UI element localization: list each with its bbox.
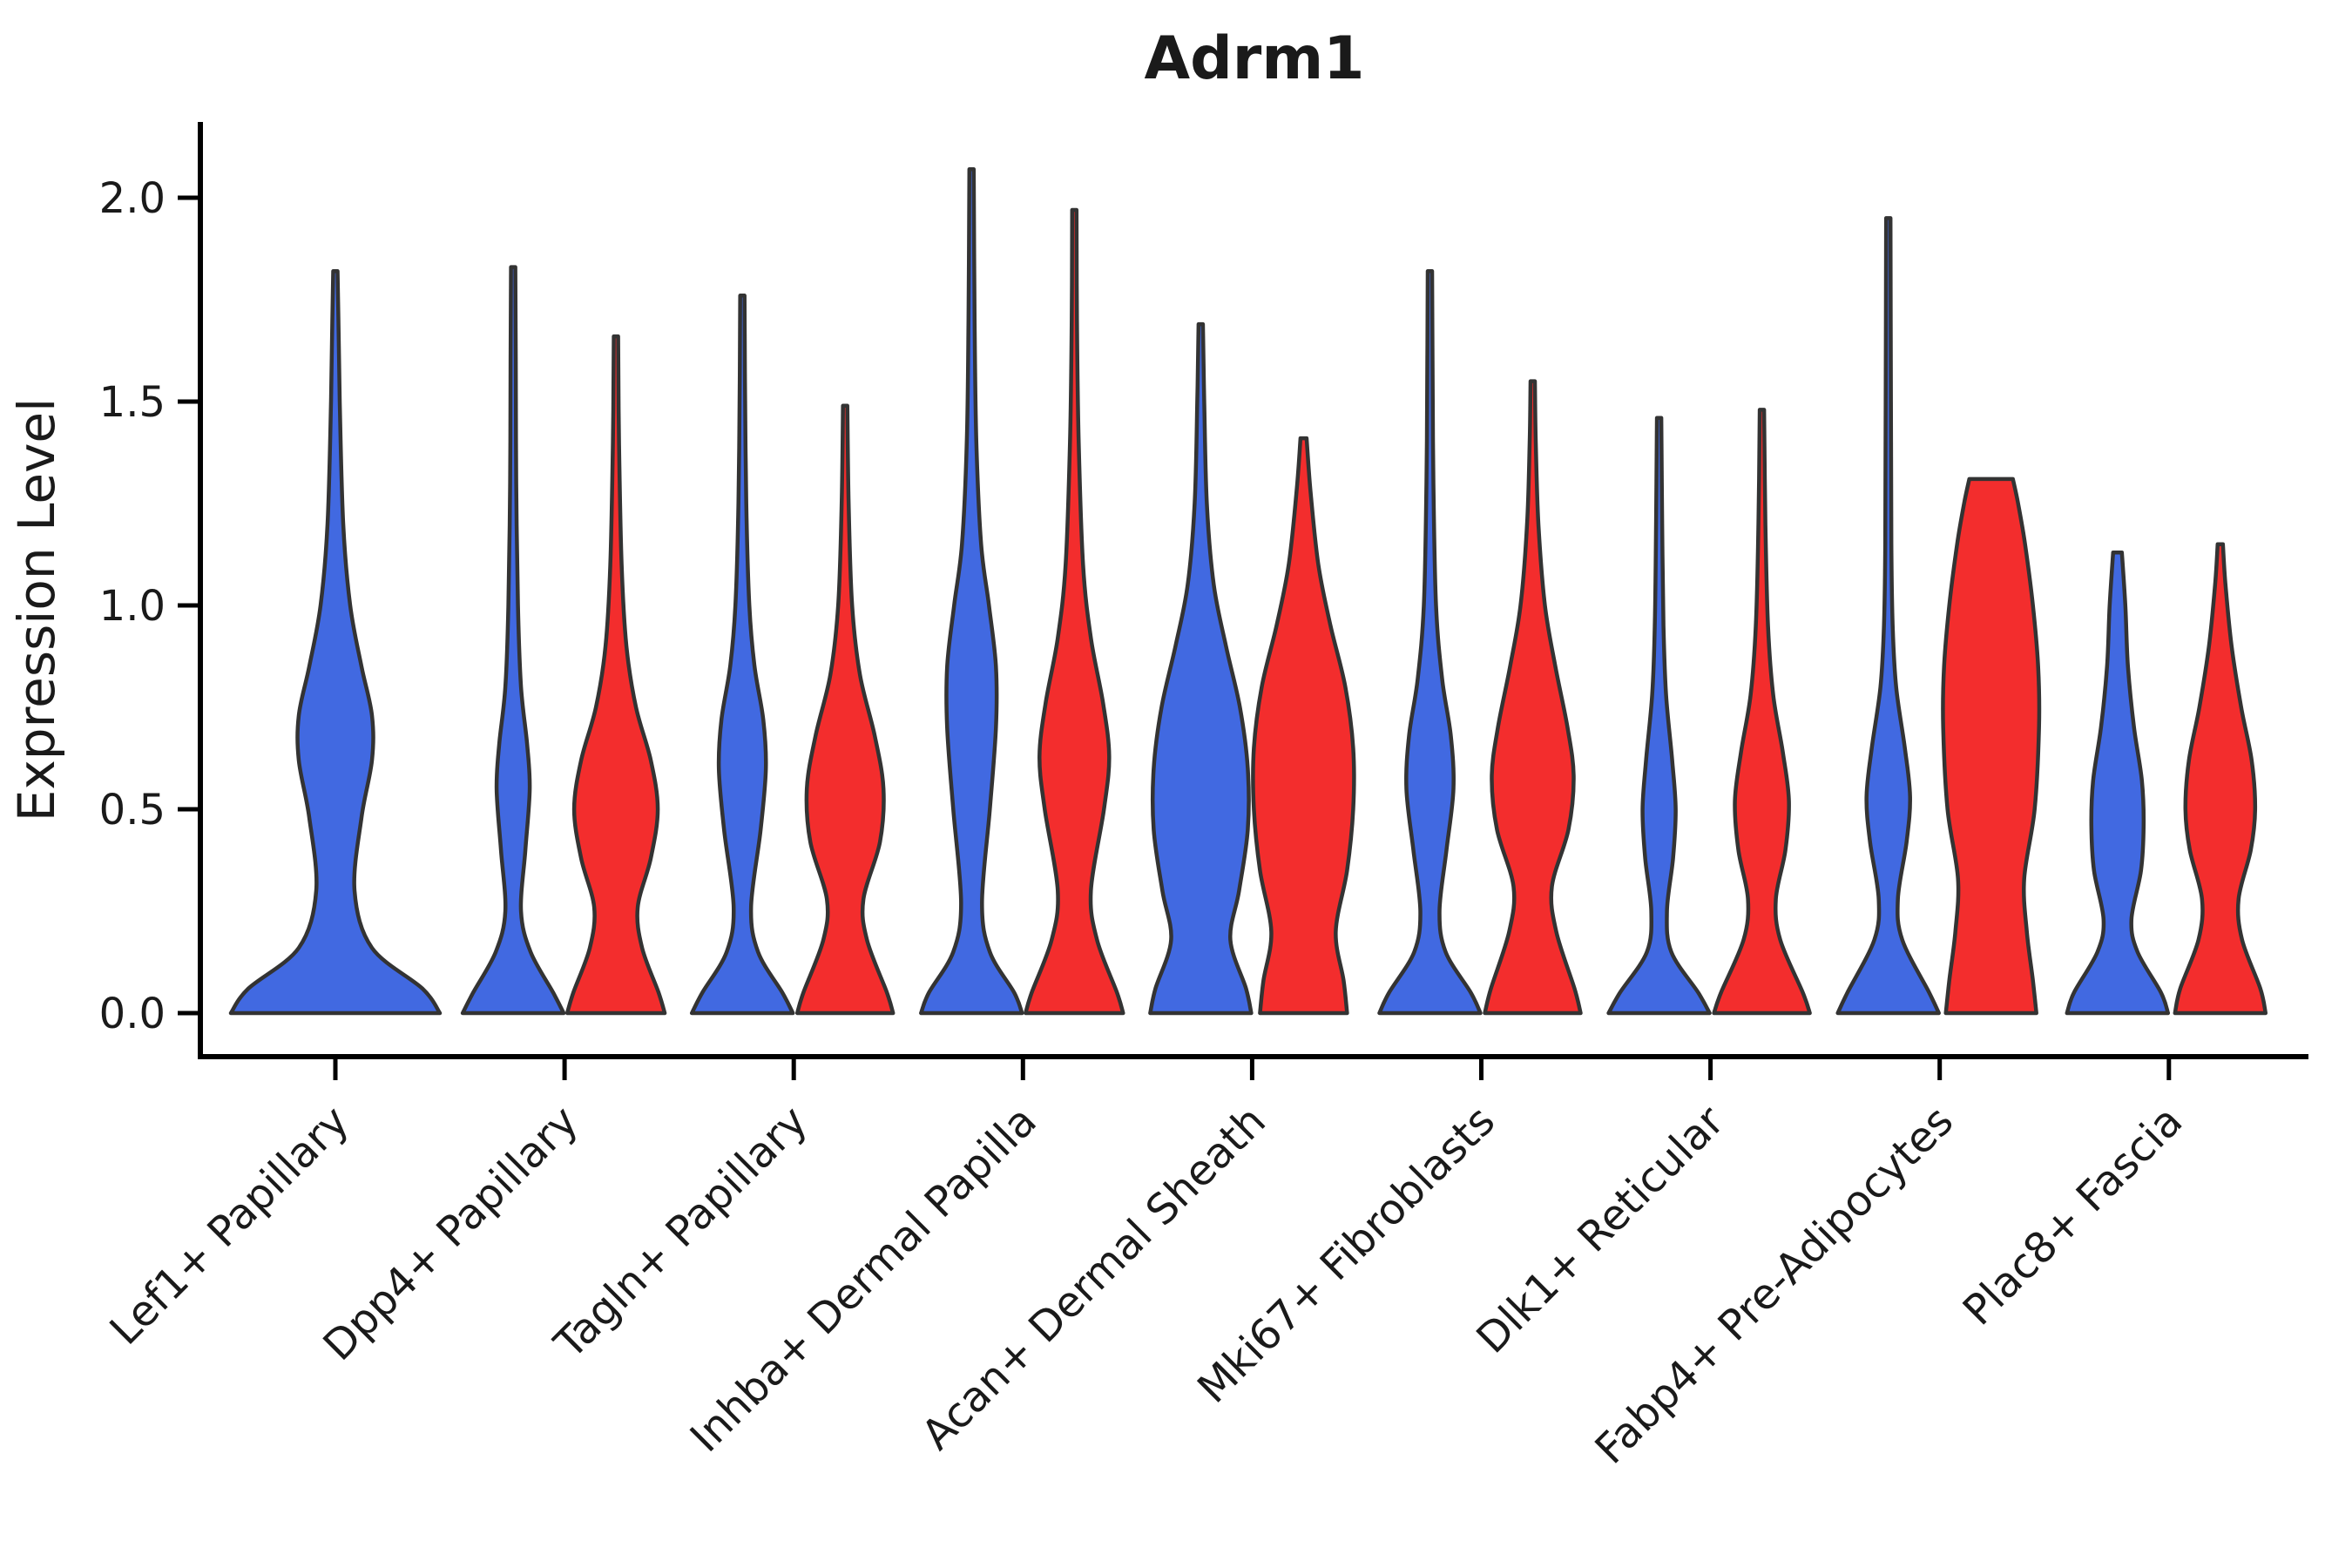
violin-plac8-fascia-red [2173, 542, 2268, 1016]
violin-dpp4-papillary-blue [460, 265, 566, 1016]
violin-mki67-fibroblasts-red [1483, 379, 1583, 1016]
x-tick-label-dpp4-papillary: Dpp4+ Papillary [314, 1097, 588, 1370]
violin-dlk1-reticular-red [1712, 408, 1812, 1016]
violins-layer [228, 166, 2268, 1016]
x-tick-label-dlk1-reticular: Dlk1+ Reticular [1467, 1097, 1734, 1363]
violin-acan-dermal-sheath-red [1251, 436, 1356, 1016]
violin-lef1-papillary-blue [228, 268, 443, 1016]
violin-dpp4-papillary-red [564, 334, 667, 1016]
violin-dlk1-reticular-blue [1606, 416, 1712, 1016]
y-tick-label: 2.0 [99, 174, 166, 223]
y-tick-label: 0.0 [99, 990, 166, 1038]
violin-inhba-dermal-papilla-blue [919, 166, 1024, 1016]
violin-mki67-fibroblasts-blue [1377, 268, 1483, 1016]
y-tick-label: 1.0 [99, 582, 166, 631]
violin-fabp4-pre-adipocytes-blue [1835, 216, 1941, 1016]
violin-acan-dermal-sheath-blue [1148, 321, 1254, 1016]
x-tick-label-tagln-papillary: Tagln+ Papillary [544, 1097, 816, 1369]
violin-plac8-fascia-blue [2065, 550, 2171, 1016]
y-ticks: 0.0 0.5 1.0 1.5 2.0 [99, 174, 200, 1038]
chart-title: Adrm1 [1144, 24, 1364, 93]
violin-inhba-dermal-papilla-red [1024, 207, 1125, 1016]
x-tick-label-lef1-papillary: Lef1+ Papillary [101, 1097, 359, 1355]
y-axis-label: Expression Level [7, 398, 66, 821]
y-tick-label: 0.5 [99, 786, 166, 835]
violin-fabp4-pre-adipocytes-red [1941, 476, 2042, 1016]
x-tick-label-plac8-fascia: Plac8+ Fascia [1954, 1097, 2193, 1335]
violin-tagln-papillary-red [794, 403, 896, 1016]
violin-tagln-papillary-blue [689, 294, 795, 1016]
y-tick-label: 1.5 [99, 378, 166, 427]
